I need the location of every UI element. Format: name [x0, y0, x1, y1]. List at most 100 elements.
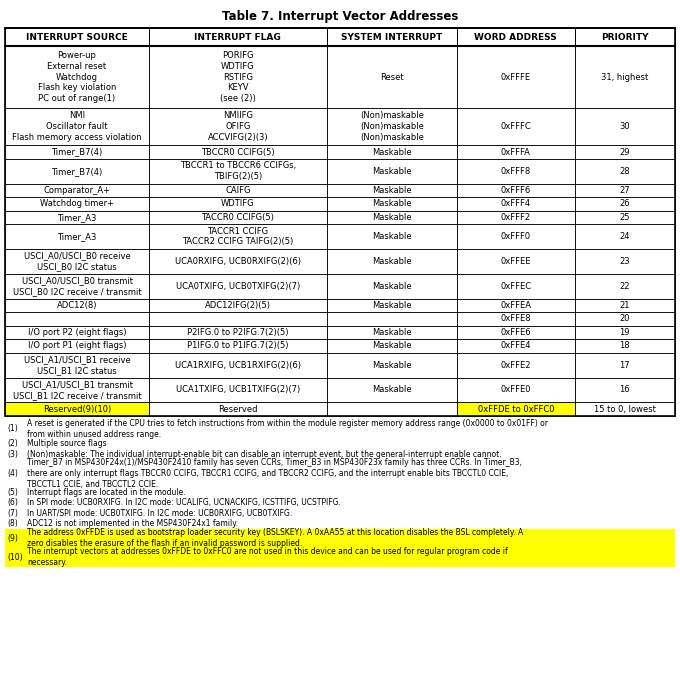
Text: In UART/SPI mode: UCB0TXIFG. In I2C mode: UCB0RXIFG, UCB0TXIFG.: In UART/SPI mode: UCB0TXIFG. In I2C mode… [27, 509, 292, 518]
Bar [326, 339, 457, 353]
Text: The interrupt vectors at addresses 0xFFDE to 0xFFC0 are not used in this device : The interrupt vectors at addresses 0xFFD… [27, 547, 508, 567]
Text: (8): (8) [7, 519, 18, 528]
Text: I/O port P1 (eight flags): I/O port P1 (eight flags) [28, 341, 126, 351]
Text: P2IFG.0 to P2IFG.7(2)(5): P2IFG.0 to P2IFG.7(2)(5) [187, 328, 288, 337]
Bar [5, 145, 149, 159]
Bar [457, 145, 575, 159]
Bar [457, 145, 575, 159]
Bar [149, 326, 326, 339]
Bar [575, 249, 675, 274]
Bar [457, 197, 575, 211]
Bar [326, 274, 457, 299]
Bar [575, 224, 675, 249]
Bar [457, 159, 575, 184]
Bar [326, 224, 457, 249]
Text: 0xFFE8: 0xFFE8 [500, 314, 531, 323]
Bar [5, 211, 149, 224]
Text: 29: 29 [619, 147, 630, 157]
Text: UCA0RXIFG, UCB0RXIFG(2)(6): UCA0RXIFG, UCB0RXIFG(2)(6) [175, 257, 301, 266]
Bar [149, 184, 326, 197]
Text: Reset: Reset [380, 73, 404, 82]
Text: Table 7. Interrupt Vector Addresses: Table 7. Interrupt Vector Addresses [222, 10, 458, 23]
Text: 31, highest: 31, highest [601, 73, 648, 82]
Text: Maskable: Maskable [372, 232, 411, 241]
Bar [575, 339, 675, 353]
Text: UCA1TXIFG, UCB1TXIFG(2)(7): UCA1TXIFG, UCB1TXIFG(2)(7) [175, 386, 300, 395]
Bar [575, 108, 675, 145]
Text: UCA1RXIFG, UCB1RXIFG(2)(6): UCA1RXIFG, UCB1RXIFG(2)(6) [175, 360, 301, 370]
Text: 0xFFFC: 0xFFFC [500, 122, 531, 132]
Bar [5, 274, 149, 299]
Text: NMIIFG
OFIFG
ACCVIFG(2)(3): NMIIFG OFIFG ACCVIFG(2)(3) [207, 112, 268, 142]
Text: 19: 19 [619, 328, 630, 337]
Bar [326, 353, 457, 377]
Bar [149, 46, 326, 108]
Bar [149, 28, 326, 46]
Bar [326, 184, 457, 197]
Text: (3): (3) [7, 449, 18, 459]
Text: 16: 16 [619, 386, 630, 395]
Text: 0xFFFE: 0xFFFE [500, 73, 531, 82]
Text: 0xFFEC: 0xFFEC [500, 282, 532, 291]
Text: Multiple source flags: Multiple source flags [27, 439, 107, 448]
Text: ADC12IFG(2)(5): ADC12IFG(2)(5) [205, 301, 271, 310]
Bar [5, 353, 149, 377]
Bar [5, 184, 149, 197]
Bar [457, 224, 575, 249]
Text: WORD ADDRESS: WORD ADDRESS [475, 32, 557, 42]
Text: Maskable: Maskable [372, 282, 411, 291]
Bar [575, 211, 675, 224]
Text: 0xFFE6: 0xFFE6 [500, 328, 531, 337]
Bar [326, 249, 457, 274]
Bar [575, 353, 675, 377]
Bar [149, 108, 326, 145]
Bar [457, 299, 575, 312]
Bar [149, 211, 326, 224]
Bar [326, 249, 457, 274]
Bar [575, 312, 675, 326]
Text: 28: 28 [619, 166, 630, 176]
Bar [326, 224, 457, 249]
Bar [326, 211, 457, 224]
Text: USCI_A0/USCI_B0 transmit
USCI_B0 I2C receive / transmit: USCI_A0/USCI_B0 transmit USCI_B0 I2C rec… [13, 277, 141, 296]
Bar [149, 224, 326, 249]
Bar [575, 299, 675, 312]
Text: PORIFG
WDTIFG
RSTIFG
KEYV
(see (2)): PORIFG WDTIFG RSTIFG KEYV (see (2)) [220, 51, 256, 103]
Text: Timer_B7(4): Timer_B7(4) [52, 147, 103, 157]
Text: 0xFFFA: 0xFFFA [501, 147, 531, 157]
Text: (1): (1) [7, 425, 18, 434]
Bar [149, 402, 326, 416]
Text: Maskable: Maskable [372, 199, 411, 208]
Bar [5, 299, 149, 312]
Bar [149, 184, 326, 197]
Bar [575, 249, 675, 274]
Bar [457, 326, 575, 339]
Text: 0xFFEA: 0xFFEA [500, 301, 531, 310]
Text: NMI
Oscillator fault
Flash memory access violation: NMI Oscillator fault Flash memory access… [12, 112, 142, 142]
Bar [457, 249, 575, 274]
Bar [457, 402, 575, 416]
Text: 23: 23 [619, 257, 630, 266]
Bar [5, 159, 149, 184]
Bar [457, 224, 575, 249]
Bar [5, 184, 149, 197]
Text: 0xFFEE: 0xFFEE [500, 257, 531, 266]
Bar [575, 274, 675, 299]
Bar [457, 377, 575, 402]
Bar [5, 211, 149, 224]
Bar [326, 46, 457, 108]
Text: WDTIFG: WDTIFG [221, 199, 254, 208]
Text: 21: 21 [619, 301, 630, 310]
Bar [5, 549, 675, 567]
Bar [5, 326, 149, 339]
Bar [149, 299, 326, 312]
Text: I/O port P2 (eight flags): I/O port P2 (eight flags) [28, 328, 126, 337]
Bar [5, 249, 149, 274]
Bar [149, 312, 326, 326]
Bar [326, 211, 457, 224]
Text: 24: 24 [619, 232, 630, 241]
Bar [149, 402, 326, 416]
Bar [149, 249, 326, 274]
Bar [457, 28, 575, 46]
Bar [326, 339, 457, 353]
